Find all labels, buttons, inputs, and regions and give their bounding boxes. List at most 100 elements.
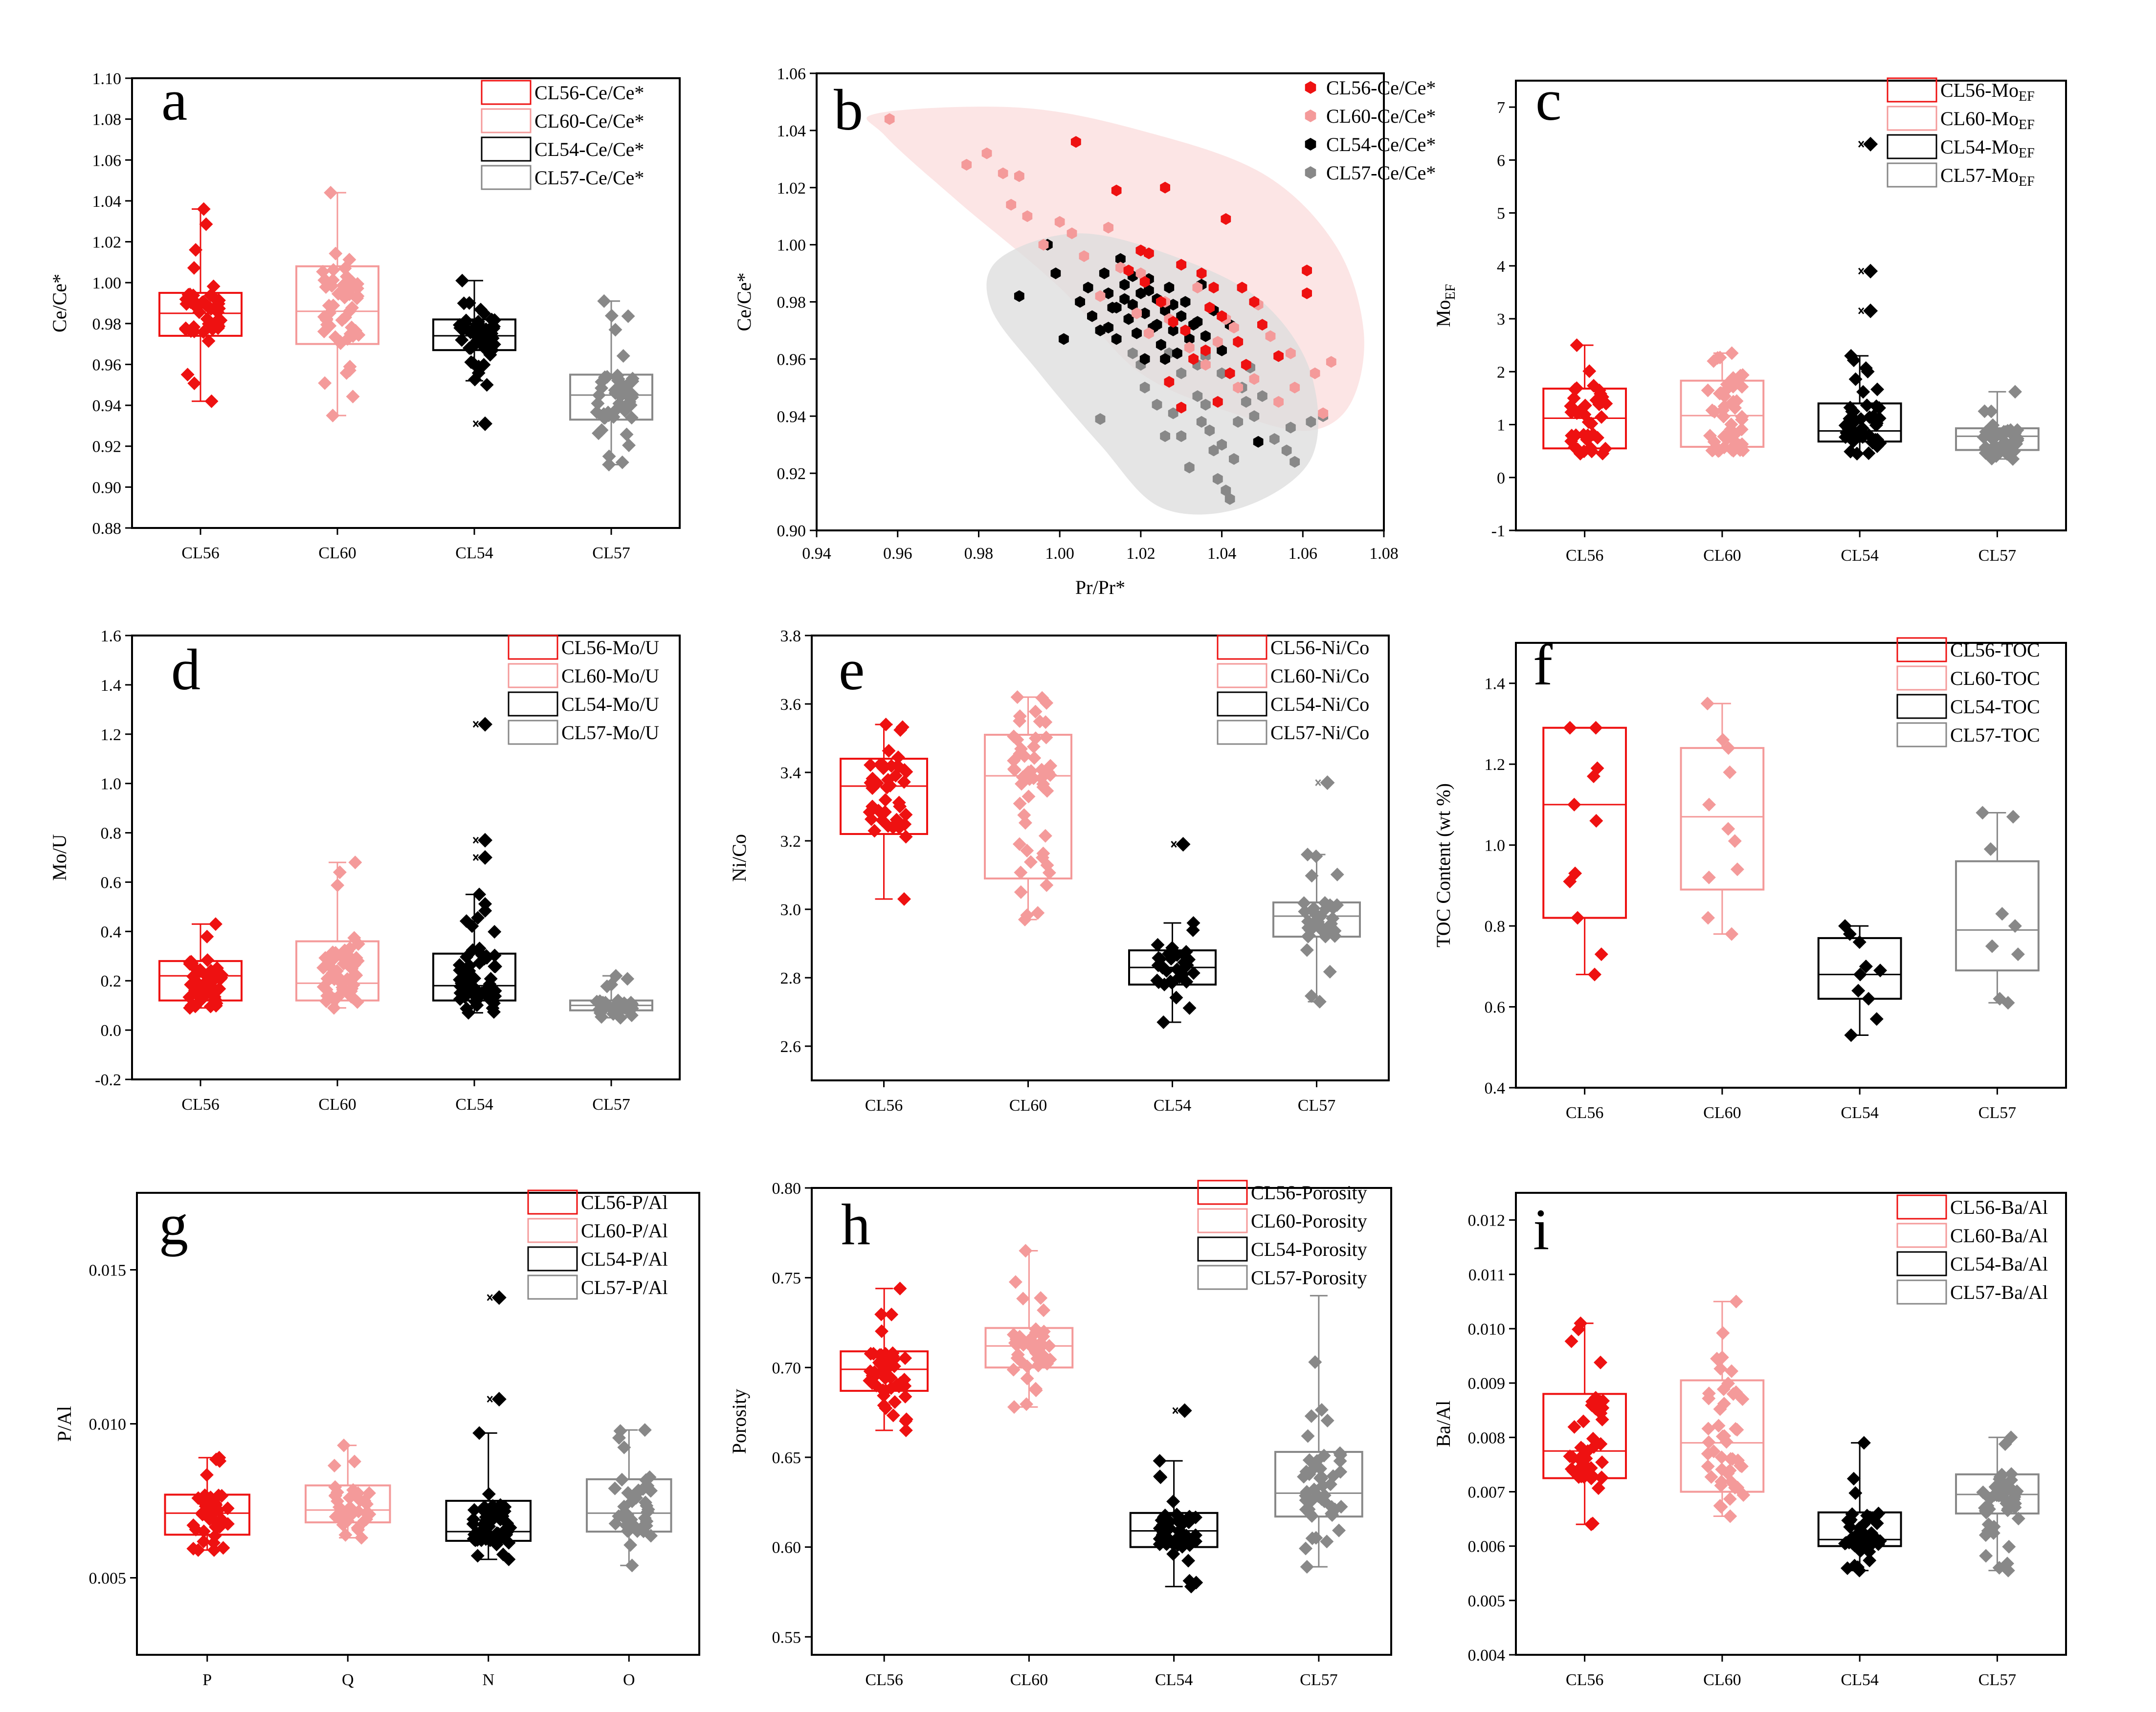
data-point-hexagon-icon [1135,287,1146,299]
box-series-CL60 [1680,1295,1765,1523]
legend-label-sub: EF [2019,117,2035,132]
chart-panel-h: 0.55 0.60 0.65 0.70 0.75 0.80 CL56 CL60 CL54 CL57… [728,1180,1392,1689]
x-tick-label: 1.04 [1207,545,1237,563]
data-point-diamond-icon [643,1470,657,1484]
data-point-hexagon-icon [1310,367,1320,379]
data-point-diamond-icon [1166,1494,1180,1509]
data-point-diamond-icon [318,951,333,965]
data-point-diamond-icon [1320,1535,1334,1549]
data-point-diamond-icon [1012,837,1026,851]
data-point-diamond-icon [480,378,494,392]
data-point-diamond-icon [892,821,907,835]
data-point-diamond-icon [1040,878,1054,892]
data-point-diamond-icon [1318,896,1332,910]
data-point-hexagon-icon [1123,264,1134,277]
box-series-CL57 [1955,806,2040,1010]
legend-box-icon [1896,1223,1947,1248]
data-point-diamond-icon [1725,927,1739,941]
data-point-diamond-icon [598,370,612,384]
data-point-diamond-icon [331,990,345,1004]
chart-panel-i: 0.004 0.005 0.006 0.007 0.008 0.009 0.010 0.011… [1432,1192,2067,1689]
data-point-diamond-icon [1996,1478,2010,1492]
legend-box-icon [508,720,558,745]
data-point-diamond-icon [207,1543,221,1557]
data-point-diamond-icon [1863,1553,1877,1567]
data-point-diamond-icon [1151,938,1165,952]
data-point-diamond-icon [1702,1386,1716,1401]
data-point-diamond-icon [467,1512,481,1526]
data-point-diamond-icon [1724,1452,1738,1466]
box-series-CL57 [1274,1295,1363,1574]
data-point-diamond-icon [1721,741,1735,755]
legend-box-icon [1217,663,1267,688]
data-point-diamond-icon [200,1468,214,1482]
data-point-diamond-icon [204,394,219,408]
data-point-diamond-icon [455,274,469,287]
legend-label: CL54-MoEF [1940,136,2035,161]
data-point-diamond-icon [1701,911,1715,925]
legend-box-icon [1217,635,1267,660]
legend-hexagon-icon [1305,138,1316,151]
legend-box-icon [1896,1194,1947,1220]
legend-box-icon [481,136,532,162]
data-point-diamond-icon [1714,1450,1729,1465]
data-point-diamond-icon [1016,1338,1030,1352]
y-tick-label: 0.98 [92,315,122,333]
x-tick-label: 0.96 [883,545,912,563]
y-tick-label: 0.8 [101,825,122,843]
data-point-diamond-icon [1594,1406,1608,1420]
data-point-diamond-icon [1299,1541,1313,1556]
data-point-diamond-icon [1589,1391,1603,1405]
outlier-cross-icon [1858,307,1865,314]
chart-panel-a: 0.88 0.90 0.92 0.94 0.96 0.98 1.00 1.02 1.04 1.06… [48,67,681,562]
data-point-hexagon-icon [1286,421,1296,434]
data-point-diamond-icon [216,1541,230,1555]
data-point-hexagon-icon [1144,285,1154,297]
data-point-diamond-icon [1596,446,1610,461]
data-point-diamond-icon [1724,417,1738,432]
data-point-diamond-icon [893,723,908,737]
data-point-diamond-icon [1166,1547,1180,1561]
box-series-CL54 [445,1290,532,1566]
data-point-diamond-icon [342,1491,356,1505]
data-point-hexagon-icon [1139,307,1150,319]
data-point-diamond-icon [1976,806,1990,820]
box-series-CL56 [158,202,243,408]
data-point-diamond-icon [1865,1526,1879,1540]
legend-label: CL60-MoEF [1940,108,2035,132]
y-tick-label: 0.011 [1468,1266,1505,1284]
data-point-diamond-icon [863,1364,877,1378]
data-point-diamond-icon [1872,401,1886,415]
legend-hexagon-icon [1305,81,1316,94]
data-point-diamond-icon [1153,1454,1167,1468]
x-tick-label: P [202,1671,212,1689]
data-point-hexagon-icon [1208,282,1219,294]
data-point-diamond-icon [622,438,636,452]
data-point-diamond-icon [342,304,356,318]
data-point-diamond-icon [318,376,332,390]
outlier-point-diamond-icon [478,717,492,732]
outlier-point-diamond-icon [491,1392,507,1407]
plot-frame [131,635,681,1080]
data-point-diamond-icon [1317,924,1331,938]
data-point-diamond-icon [2003,423,2018,437]
data-point-diamond-icon [613,1424,627,1438]
data-point-hexagon-icon [1111,184,1122,197]
data-point-hexagon-icon [1127,347,1138,359]
data-point-diamond-icon [893,1281,907,1295]
data-point-diamond-icon [1018,749,1032,763]
y-tick-label: 0.70 [772,1359,801,1377]
data-point-diamond-icon [1736,1488,1751,1502]
data-point-hexagon-icon [1123,313,1134,325]
data-point-diamond-icon [459,969,473,983]
data-point-diamond-icon [1700,697,1714,711]
data-point-diamond-icon [1846,1471,1861,1486]
data-point-diamond-icon [459,322,473,336]
data-point-diamond-icon [183,1001,197,1015]
legend-label: CL60-Mo/U [561,665,659,687]
data-point-diamond-icon [1042,866,1056,880]
data-point-hexagon-icon [1318,407,1329,419]
box-series-CL56 [164,1450,250,1557]
data-point-diamond-icon [1861,365,1875,379]
data-point-hexagon-icon [1168,299,1178,311]
